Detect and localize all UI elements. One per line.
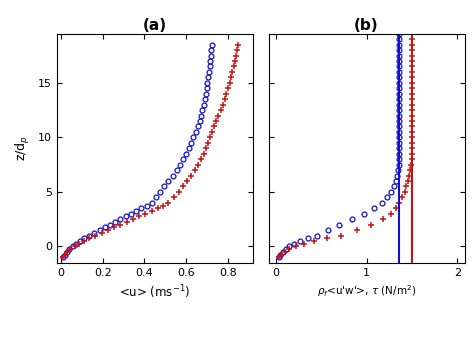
X-axis label: $\rho_f$<u'w'>, $\tau$ (N/m$^2$): $\rho_f$<u'w'>, $\tau$ (N/m$^2$) <box>317 283 416 299</box>
X-axis label: <u> (ms$^{-1}$): <u> (ms$^{-1}$) <box>119 283 191 301</box>
Title: (b): (b) <box>354 18 379 33</box>
Y-axis label: z/d$_p$: z/d$_p$ <box>15 135 32 161</box>
Title: (a): (a) <box>143 18 167 33</box>
